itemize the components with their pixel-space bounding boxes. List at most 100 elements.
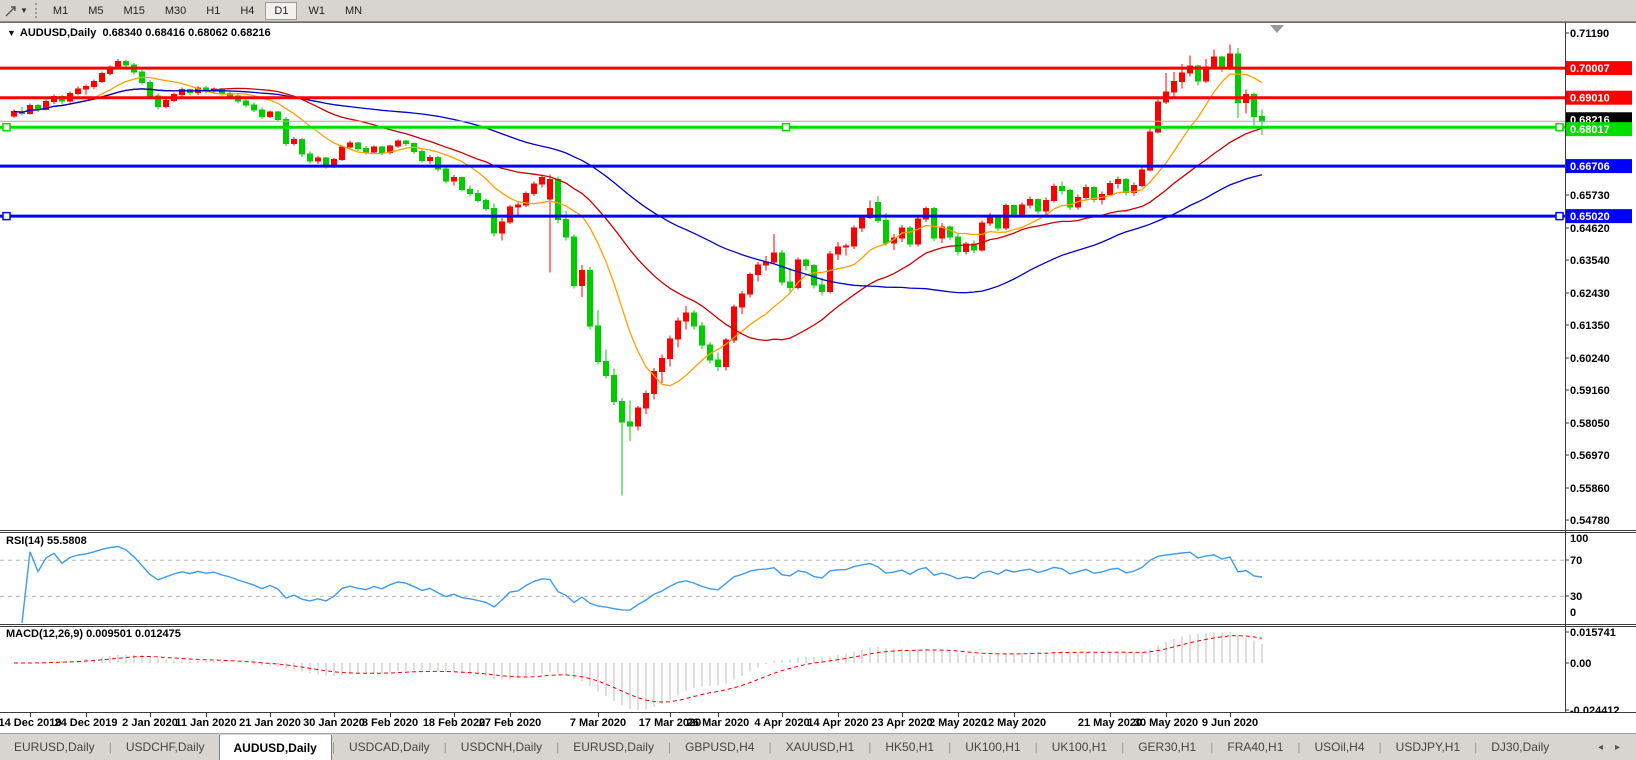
candle [275,111,281,120]
timeframe-button-h4[interactable]: H4 [240,4,255,17]
chart-tab-usdchf-daily[interactable]: USDCHF,Daily [125,740,205,754]
line-price-badge [1566,159,1632,174]
moving-average-50[interactable] [13,88,1263,294]
chart-title-ohlc: 0.68340 0.68416 0.68062 0.68216 [102,27,271,39]
chart-tab-hk50-h1[interactable]: HK50,H1 [885,740,935,754]
line-price-badge-label: 0.70007 [1570,63,1610,75]
chart-tab-uk100-h1[interactable]: UK100,H1 [1051,740,1108,754]
line-handle[interactable] [2,122,11,132]
price-tick-label: 0.58050 [1570,418,1610,430]
line-price-badge-label: 0.68017 [1570,124,1610,136]
candle [771,252,777,263]
chart-tab-uk100-h1[interactable]: UK100,H1 [965,740,1021,754]
line-price-badge-label: 0.65020 [1570,211,1610,223]
date-tick-label: 2 May 2020 [928,717,988,729]
price-tick-label: 0.64620 [1570,223,1610,235]
line-handle[interactable] [1555,122,1564,132]
chart-tab-eurusd-daily[interactable]: EURUSD,Daily [573,740,654,754]
chart-tab-audusd-daily[interactable]: AUDUSD,Daily [218,735,332,760]
candle [395,140,401,147]
date-tick-mark [718,713,719,717]
price-tick-label: 0.61350 [1570,320,1610,332]
line-handle[interactable] [781,122,791,132]
candle [1195,65,1201,82]
date-tick-label: 8 Feb 2020 [361,717,419,729]
price-chart[interactable]: 0.71190 0.65730 0.64620 0.63540 0.62430 0.613… [0,22,1636,717]
candle [963,243,969,253]
chart-tab-eurusd-daily[interactable]: EURUSD,Daily [14,740,95,754]
chart-tab-usdcad-daily[interactable]: USDCAD,Daily [348,740,430,754]
chart-tab-bar: EURUSD,Daily | USDCHF,Daily AUDUSD,Daily | US… [0,733,1636,760]
line-handle[interactable] [1555,211,1564,221]
tab-scroll-right-icon[interactable]: ▸ [1614,741,1620,753]
date-tick-label: 9 Jun 2020 [1201,717,1259,729]
price-tick-label: 0.62430 [1570,288,1610,300]
candle [1251,93,1257,117]
candle [579,270,585,287]
tab-divider: | [331,740,335,754]
date-tick-label: 30 May 2020 [1133,717,1199,729]
candle [939,226,945,239]
date-axis[interactable]: 14 Dec 2019 24 Dec 2019 2 Jan 2020 11 Jan 2… [0,713,1636,733]
price-tick-label: 0.59160 [1570,385,1610,397]
candle [163,99,169,107]
timeframe-button-m5[interactable]: M5 [88,4,104,17]
timeframe-button-w1[interactable]: W1 [308,4,325,17]
chart-tab-usoil-h4[interactable]: USOil,H4 [1314,740,1365,754]
date-tick-label: 18 Feb 2020 [422,717,486,729]
candle [483,199,489,209]
candle [1027,199,1033,206]
tab-scroll-left-icon[interactable]: ◂ [1597,741,1603,753]
line-handle[interactable] [2,211,11,221]
chart-tab-gbpusd-h4[interactable]: GBPUSD,H4 [685,740,755,754]
chart-tab-ger30-h1[interactable]: GER30,H1 [1138,740,1197,754]
timeframe-button-m15[interactable]: M15 [123,4,145,17]
candle [811,265,817,286]
date-tick-mark [390,713,391,717]
rsi-axis-label: 100 [1570,533,1588,545]
timeframe-button-mn[interactable]: MN [344,4,363,17]
candle [571,236,577,287]
price-tick-label: 0.55860 [1570,483,1610,495]
timeframe-button-m1[interactable]: M1 [52,4,69,17]
timeframe-button-d1[interactable]: D1 [265,1,298,20]
symbol-dropdown-icon[interactable]: ▼ [7,28,16,38]
candle [547,179,553,200]
tab-divider: | [1474,740,1478,754]
moving-average-25[interactable] [13,87,1263,342]
chart-tab-xauusd-h1[interactable]: XAUUSD,H1 [785,740,855,754]
cursor-tool-icon[interactable] [2,3,20,19]
date-tick-mark [30,713,31,717]
line-price-badge [1566,61,1632,76]
candle [635,407,641,427]
candle [851,227,857,247]
candle [787,281,793,288]
candle [443,168,449,182]
chart-tab-usdcnh-daily[interactable]: USDCNH,Daily [460,740,543,754]
date-tick-label: 14 Dec 2019 [0,717,62,729]
price-axis[interactable]: 0.71190 0.65730 0.64620 0.63540 0.62430 0.613… [1565,28,1632,717]
candle [803,259,809,267]
candle [523,193,529,206]
chart-shift-marker-icon[interactable] [1270,25,1284,33]
candle [259,109,265,117]
moving-average-10[interactable] [13,73,1263,387]
date-tick-label: 21 Jan 2020 [239,717,301,729]
timeframe-button-m30[interactable]: M30 [164,4,187,17]
timeframe-button-h1[interactable]: H1 [206,4,221,17]
candles [11,44,1265,496]
candle [1019,204,1025,215]
chart-tab-usdjpy-h1[interactable]: USDJPY,H1 [1395,740,1461,754]
dropdown-caret-icon[interactable]: ▼ [20,6,28,15]
macd-axis-label: -0.024412 [1570,705,1620,713]
date-tick-label: 30 Jan 2020 [303,717,365,729]
candle [1107,182,1113,195]
candle [931,207,937,239]
candle [747,274,753,295]
chart-tab-fra40-h1[interactable]: FRA40,H1 [1227,740,1284,754]
candle [843,245,849,248]
chart-tab-dj30-daily[interactable]: DJ30,Daily [1491,740,1550,754]
date-tick-label: 24 Dec 2019 [54,717,118,729]
candle [1123,179,1129,193]
candle [1115,179,1121,184]
